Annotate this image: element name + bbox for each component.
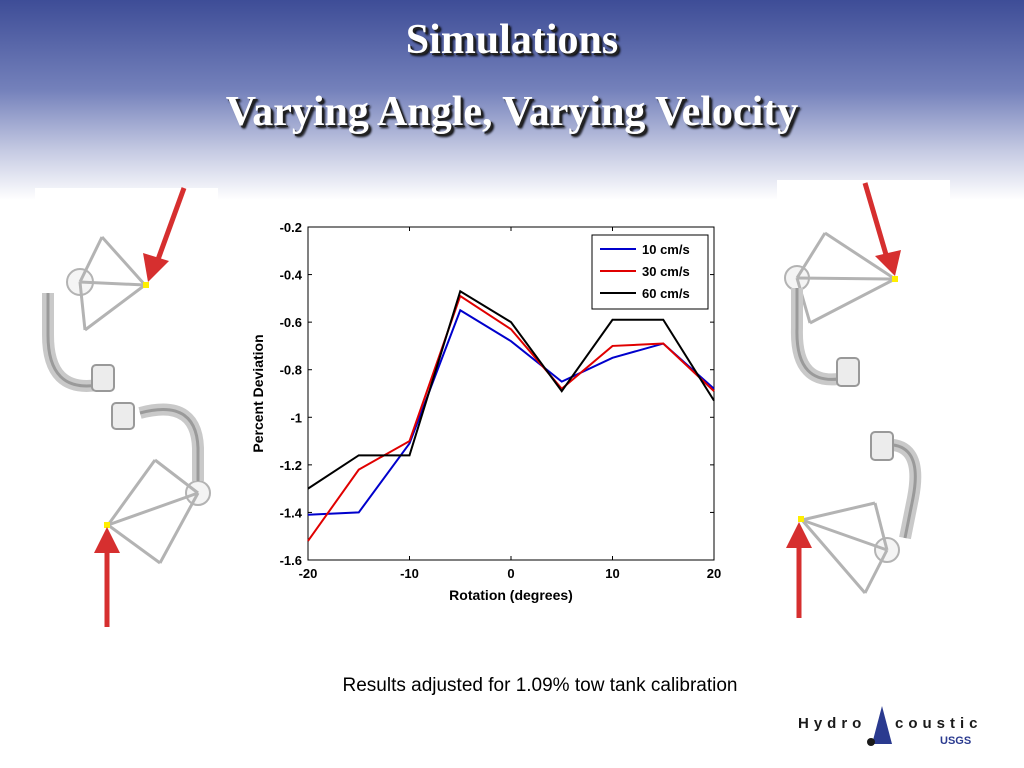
x-tick-label: 20 [707, 566, 721, 581]
left-probe-lower [106, 402, 211, 565]
calibration-caption: Results adjusted for 1.09% tow tank cali… [342, 675, 738, 696]
right-arrow-lower-icon [786, 522, 812, 618]
y-axis-label: Percent Deviation [250, 334, 266, 452]
right-probe-lower [800, 431, 922, 594]
y-tick-label: -0.2 [280, 220, 302, 235]
legend-entry: 30 cm/s [642, 264, 690, 279]
right-probe-illustration [784, 182, 922, 618]
x-tick-label: 10 [605, 566, 619, 581]
left-probe-illustration [42, 187, 211, 627]
line-chart: -0.2 -0.4 -0.6 -0.8 -1 -1.2 -1.4 -1.6 -20 -10 0 10… [250, 220, 721, 603]
left-probe-upper [42, 235, 147, 392]
x-tick-label: 0 [507, 566, 514, 581]
right-arrow-upper-icon [862, 182, 901, 276]
right-probe-upper [784, 231, 896, 387]
y-tick-label: -0.6 [280, 315, 302, 330]
y-tick-label: -1.2 [280, 458, 302, 473]
x-tick-label: -10 [400, 566, 419, 581]
logo-dot-icon [867, 738, 875, 746]
y-axis-ticks: -0.2 -0.4 -0.6 -0.8 -1 -1.2 -1.4 -1.6 [280, 220, 714, 568]
left-arrow-lower-icon [94, 527, 120, 627]
chart-legend: 10 cm/s 30 cm/s 60 cm/s [591, 234, 709, 310]
y-tick-label: -0.4 [280, 268, 303, 283]
x-axis-ticks: -20 -10 0 10 20 [299, 227, 721, 581]
right-sensor-dot-upper [892, 276, 898, 282]
legend-entry: 10 cm/s [642, 242, 690, 257]
series-line-1 [307, 308, 715, 516]
slide-title-line2: Varying Angle, Varying Velocity [225, 89, 799, 135]
logo-text-left: Hydro [798, 715, 866, 732]
right-sensor-dot-lower [798, 516, 804, 522]
y-tick-label: -1.6 [280, 553, 302, 568]
series-lines [307, 289, 715, 542]
x-tick-label: -20 [299, 566, 318, 581]
y-tick-label: -1 [290, 410, 302, 425]
left-sensor-dot-upper [143, 282, 149, 288]
left-panel-top [35, 188, 218, 300]
logo-text-right: coustics [895, 715, 980, 732]
slide-title-line1: Simulations [405, 17, 619, 63]
logo-usgs-text: USGS [940, 735, 971, 747]
y-tick-label: -0.8 [280, 363, 302, 378]
left-sensor-dot-lower [104, 522, 110, 528]
series-line-3 [307, 289, 715, 490]
x-axis-label: Rotation (degrees) [449, 587, 573, 603]
y-tick-label: -1.4 [280, 505, 303, 520]
legend-entry: 60 cm/s [642, 286, 690, 301]
hydroacoustics-logo: Hydro coustics USGS [798, 706, 980, 747]
left-arrow-upper-icon [143, 187, 187, 282]
series-line-2 [307, 294, 715, 542]
logo-a-icon [872, 706, 892, 744]
